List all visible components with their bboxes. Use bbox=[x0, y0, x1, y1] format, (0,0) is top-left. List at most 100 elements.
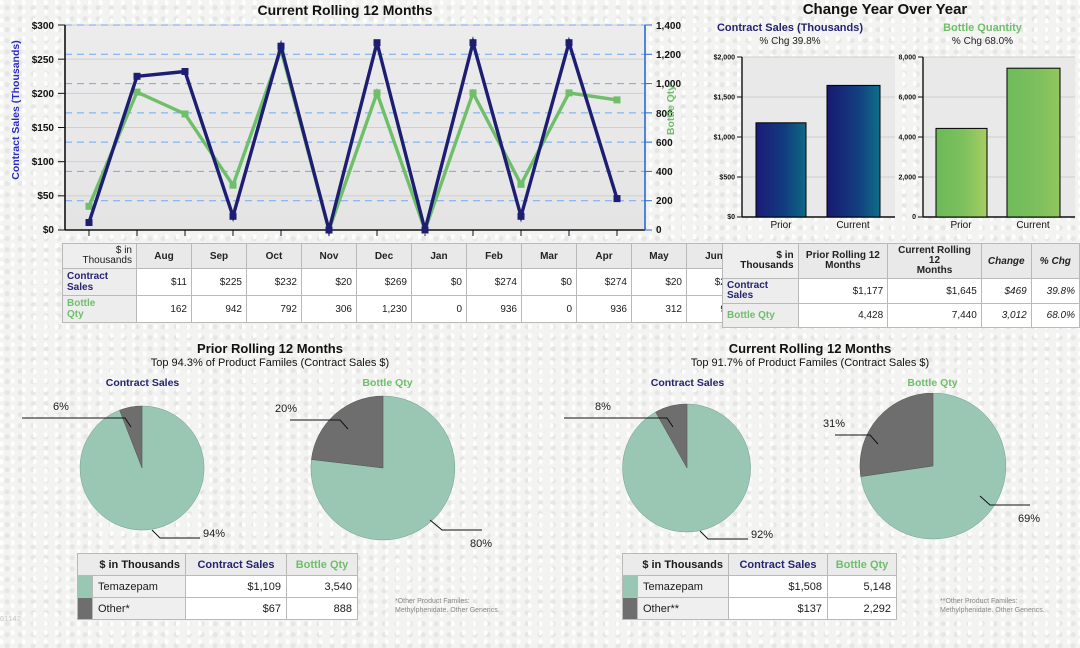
prior-bq-other-pct: 20% bbox=[275, 403, 298, 415]
current-bq-main-pct: 69% bbox=[1018, 513, 1041, 525]
header-change: Change bbox=[980, 243, 1032, 279]
footnote-line-2: Methylphenidate. Other Generics. bbox=[940, 607, 1045, 614]
cell-bottle-qty: 0 bbox=[521, 295, 577, 323]
svg-text:0: 0 bbox=[912, 214, 916, 221]
svg-text:$150: $150 bbox=[32, 123, 55, 134]
line-chart-right-axis-label: Bottle Qty bbox=[665, 84, 677, 136]
bar-bottle-qty-current bbox=[1006, 67, 1061, 218]
prior-cs-other-leader bbox=[22, 417, 132, 428]
page-watermark: 01142 bbox=[0, 616, 22, 623]
cell-contract-sales: $269 bbox=[356, 268, 412, 296]
prior-cs-main-leader bbox=[151, 529, 200, 539]
bottle-quantity-pct-change: % Chg 68.0% bbox=[951, 36, 1014, 47]
cell-bottle-qty: 792 bbox=[246, 295, 302, 323]
bar-label-prior: Prior bbox=[770, 220, 792, 230]
header-line-1: Current Rolling 12 bbox=[898, 245, 971, 266]
month-header: Nov bbox=[301, 243, 357, 269]
svg-text:200: 200 bbox=[656, 196, 673, 207]
current-cs-other-pct: 8% bbox=[595, 401, 611, 413]
footnote-line-1: *Other Product Familes: bbox=[395, 598, 470, 605]
prior-bq-main-leader bbox=[429, 519, 482, 531]
line-chart-title: Current Rolling 12 Months bbox=[257, 2, 433, 18]
bar-label-current: Current bbox=[836, 220, 870, 230]
bar-label-current: Current bbox=[1016, 220, 1050, 230]
header-current-rolling-12-months: Current Rolling 12 Months bbox=[887, 243, 982, 279]
month-header: Sep bbox=[191, 243, 247, 269]
pie-slice-temazepam bbox=[622, 403, 751, 533]
month-header: Feb bbox=[466, 243, 522, 269]
cell-bottle-qty: 162 bbox=[136, 295, 192, 323]
prior-cell-bottle-qty: 888 bbox=[286, 597, 358, 620]
prior-table-header-contract-sales: Contract Sales bbox=[185, 553, 287, 576]
bottle-qty-line bbox=[87, 44, 618, 236]
current-row-label: Other** bbox=[637, 597, 729, 620]
row-label-contract-sales: Contract Sales bbox=[62, 268, 137, 296]
legend-swatch-other bbox=[622, 597, 638, 620]
table-header-row: $ in Thousands Contract Sales Bottle Qty bbox=[622, 553, 897, 576]
current-cell-contract-sales: $137 bbox=[728, 597, 828, 620]
cell-cs-current: $1,645 bbox=[887, 278, 982, 304]
current-row-label: Temazepam bbox=[637, 575, 729, 598]
cell-contract-sales: $11 bbox=[136, 268, 192, 296]
bottle-quantity-bar-yticks: 8,000 6,000 4,000 2,000 0 bbox=[898, 55, 916, 222]
current-bq-other-leader bbox=[835, 434, 879, 445]
cell-cs-change: $469 bbox=[980, 278, 1032, 304]
right-axis-ticks: 1,400 1,200 1,000 800 600 400 200 0 bbox=[645, 21, 681, 236]
corner-line-2: Thousands bbox=[82, 255, 132, 266]
footnote-line-1: **Other Product Familes: bbox=[940, 598, 1018, 605]
svg-text:$100: $100 bbox=[32, 157, 55, 168]
yoy-title: Change Year Over Year bbox=[802, 1, 968, 18]
contract-sales-bar-yticks: $2,000 $1,500 $1,000 $500 $0 bbox=[714, 55, 736, 222]
row-label-line-2: Qty bbox=[67, 309, 84, 320]
bar-bottle-qty-prior bbox=[935, 127, 988, 218]
prior-row-label: Other* bbox=[92, 597, 186, 620]
header-prior-rolling-12-months: Prior Rolling 12 Months bbox=[797, 243, 889, 279]
current-footnote: **Other Product Familes: Methylphenidate… bbox=[940, 597, 1045, 615]
header-line-2: Months bbox=[916, 265, 953, 276]
month-header: Aug bbox=[136, 243, 192, 269]
legend-swatch-temazepam bbox=[622, 575, 638, 598]
header-pct-chg: % Chg bbox=[1030, 243, 1080, 279]
cell-cs-pct: 39.8% bbox=[1030, 278, 1080, 304]
prior-rolling-12-months-section: Prior Rolling 12 Months Top 94.3% of Pro… bbox=[0, 335, 540, 648]
cell-bottle-qty: 312 bbox=[631, 295, 687, 323]
contract-sales-line bbox=[87, 36, 619, 237]
current-bq-main-leader bbox=[979, 495, 1030, 506]
row-label-line-1: Contract bbox=[67, 271, 109, 282]
prior-pies-canvas bbox=[22, 395, 482, 541]
pie-slice-temazepam bbox=[860, 393, 1007, 540]
cell-contract-sales: $232 bbox=[246, 268, 302, 296]
current-pies-canvas bbox=[564, 393, 1030, 540]
svg-text:6,000: 6,000 bbox=[898, 95, 916, 102]
pie-slice-other bbox=[311, 395, 384, 469]
prior-bottle-qty-pie bbox=[290, 395, 482, 541]
cell-cs-prior: $1,177 bbox=[797, 278, 889, 304]
pie-slice-other bbox=[655, 403, 688, 469]
cell-contract-sales: $274 bbox=[576, 268, 632, 296]
month-header: Apr bbox=[576, 243, 632, 269]
table-row: Temazepam $1,109 3,540 bbox=[77, 575, 358, 598]
current-bottle-qty-pie bbox=[835, 393, 1030, 540]
svg-text:1,400: 1,400 bbox=[656, 21, 681, 32]
table-row: Contract Sales $11 $225 $232 $20 $269 $0… bbox=[62, 268, 797, 296]
svg-text:$200: $200 bbox=[32, 89, 55, 100]
prior-row-label: Temazepam bbox=[92, 575, 186, 598]
prior-cell-bottle-qty: 3,540 bbox=[286, 575, 358, 598]
row-label-bottle-qty: Bottle Qty bbox=[722, 303, 799, 328]
prior-contract-sales-pie bbox=[22, 405, 205, 539]
current-cs-main-leader bbox=[699, 530, 748, 540]
cell-bottle-qty: 1,230 bbox=[356, 295, 412, 323]
current-rolling-12-months-line-chart: Current Rolling 12 Months Contract Sales… bbox=[0, 0, 690, 240]
row-label-line-2: Sales bbox=[67, 282, 94, 293]
current-product-family-table: $ in Thousands Contract Sales Bottle Qty… bbox=[622, 553, 897, 620]
table-row: Bottle Qty 162 942 792 306 1,230 0 936 0… bbox=[62, 295, 797, 323]
prior-bq-main-pct: 80% bbox=[470, 538, 493, 550]
prior-cell-contract-sales: $1,109 bbox=[185, 575, 287, 598]
header-line-2: Months bbox=[825, 260, 861, 271]
prior-cs-main-pct: 94% bbox=[203, 528, 226, 540]
cell-bq-prior: 4,428 bbox=[797, 303, 889, 328]
svg-text:800: 800 bbox=[656, 109, 673, 120]
svg-text:$1,500: $1,500 bbox=[714, 95, 736, 102]
prior-bottle-qty-pie-label: Bottle Qty bbox=[362, 377, 413, 389]
